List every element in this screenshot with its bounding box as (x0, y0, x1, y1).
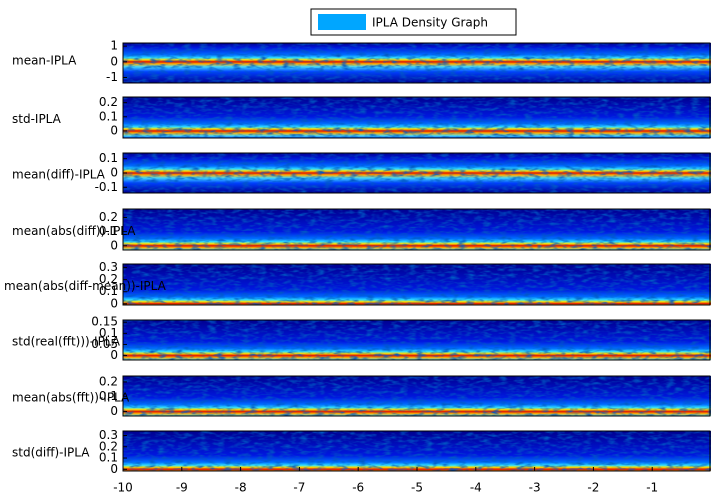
legend-label: IPLA Density Graph (372, 16, 488, 30)
panel-frame (122, 375, 711, 417)
panel-frame (122, 263, 711, 306)
y-tick-label: 0.1 (99, 224, 118, 238)
y-tick-label: 0.3 (99, 428, 118, 442)
x-tick-label: -7 (293, 481, 305, 494)
heatmap-texture (123, 153, 711, 193)
y-tick-label: 0.05 (91, 337, 118, 351)
y-tick-label: 1 (110, 39, 118, 53)
panel-frame (122, 208, 711, 251)
y-tick-label: 0.15 (91, 315, 118, 329)
x-tick-label: -4 (470, 481, 482, 494)
row-label: mean-IPLA (12, 54, 77, 68)
row-label: std-IPLA (12, 112, 62, 126)
y-tick-label: 0.2 (99, 95, 118, 109)
x-tick-label: -8 (235, 481, 247, 494)
y-tick-label: 0 (110, 123, 118, 137)
y-tick-label: 0 (110, 296, 118, 310)
row-label: mean(diff)-IPLA (12, 168, 106, 182)
heatmap-texture (123, 431, 711, 471)
legend-swatch (318, 14, 366, 30)
row-label: mean(abs(diff-mean))-IPLA (4, 279, 167, 293)
x-tick-label: -2 (587, 481, 599, 494)
panel-frame (122, 42, 711, 84)
heatmap-texture (123, 209, 711, 250)
x-tick-label: -3 (529, 481, 541, 494)
y-tick-label: 0.1 (99, 151, 118, 165)
row-label: mean(abs(fft))-IPLA (12, 391, 130, 405)
y-tick-label: 0.1 (99, 109, 118, 123)
y-tick-label: 0.1 (99, 389, 118, 403)
y-tick-label: 0 (110, 404, 118, 418)
y-tick-label: 0.1 (99, 284, 118, 298)
row-label: std(diff)-IPLA (12, 446, 90, 460)
heatmap-texture (123, 264, 711, 305)
y-tick-label: 0.1 (99, 326, 118, 340)
y-tick-label: 0.2 (99, 374, 118, 388)
y-tick-label: -0.1 (95, 180, 118, 194)
x-tick-label: -1 (646, 481, 658, 494)
y-tick-label: 0 (110, 54, 118, 68)
heatmap-texture (123, 43, 711, 83)
y-tick-label: 0.1 (99, 451, 118, 465)
y-tick-label: -1 (106, 70, 118, 84)
heatmap-texture (123, 376, 711, 416)
y-tick-label: 0 (110, 166, 118, 180)
heatmap-texture (123, 97, 711, 138)
y-tick-label: 0.2 (99, 439, 118, 453)
row-label: mean(abs(diff))-IPLA (12, 224, 136, 238)
x-tick-label: -6 (352, 481, 364, 494)
x-tick-label: -9 (176, 481, 188, 494)
y-tick-label: 0.2 (99, 210, 118, 224)
x-tick-label: -5 (411, 481, 423, 494)
x-tick-label: -10 (113, 481, 133, 494)
row-label: std(real(fft)))-IPLA (12, 335, 121, 349)
y-tick-label: 0.3 (99, 260, 118, 274)
panel-frame (122, 319, 711, 361)
y-tick-label: 0 (110, 462, 118, 476)
y-tick-label: 0 (110, 348, 118, 362)
y-tick-label: 0.2 (99, 272, 118, 286)
panel-frame (122, 96, 711, 139)
y-tick-label: 0 (110, 238, 118, 252)
heatmap-texture (123, 320, 711, 360)
